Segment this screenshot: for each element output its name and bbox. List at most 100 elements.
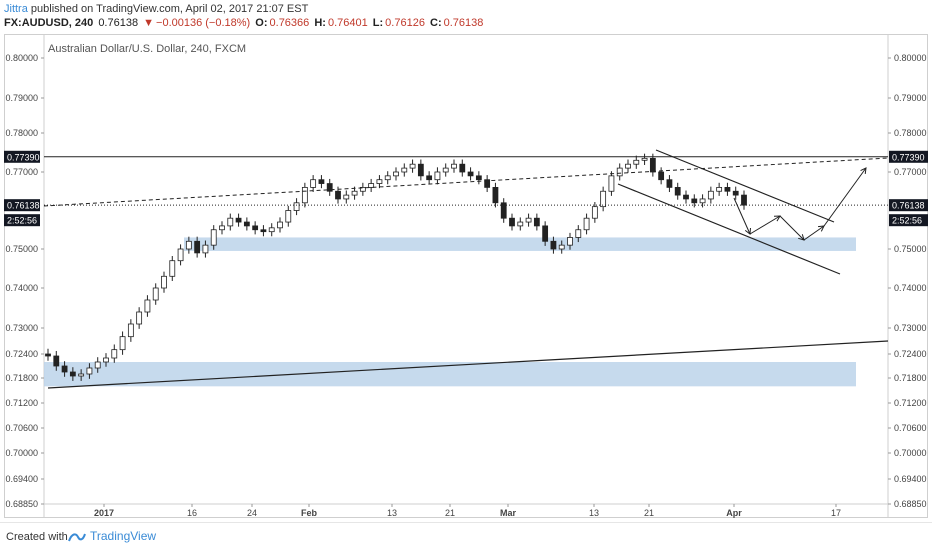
candle-body <box>384 175 391 181</box>
dashed-trendline <box>43 157 889 207</box>
y-tick-label-left: 0.74000 <box>5 283 38 293</box>
author-link[interactable]: Jittra <box>4 3 28 15</box>
tradingview-link[interactable]: TradingView <box>68 529 156 543</box>
last-price: 0.76138 <box>98 17 139 29</box>
y-tick-label-right: 0.79000 <box>894 93 927 103</box>
candle-body <box>509 217 515 227</box>
y-tick-label-right: 0.71800 <box>894 373 927 383</box>
y-tick-label-left: 0.71200 <box>5 398 38 408</box>
down-arrow-icon: ▼ <box>143 17 155 29</box>
y-tick-label-left: 0.75000 <box>5 244 38 254</box>
high-value: 0.76401 <box>327 17 368 29</box>
candle-body <box>335 190 341 200</box>
candle-body <box>293 202 300 211</box>
open-value: 0.76366 <box>269 17 310 29</box>
candle-body <box>301 186 308 204</box>
candle-body <box>616 167 623 177</box>
candle-body <box>649 157 656 173</box>
candle-body <box>94 361 101 369</box>
tradingview-logo-icon <box>68 533 86 542</box>
price-tag-left-bg <box>4 214 40 227</box>
y-tick-label-right: 0.80000 <box>894 53 927 63</box>
chart-frame[interactable]: Australian Dollar/U.S. Dollar, 240, FXCM… <box>4 34 928 518</box>
x-tick-label: 16 <box>187 508 197 518</box>
candle-body <box>442 167 449 173</box>
candle-body <box>177 248 184 262</box>
x-tick-label: 21 <box>644 508 654 518</box>
y-tick-label-left: 0.79000 <box>5 93 38 103</box>
price-tag-right: 0.76138 <box>892 201 925 211</box>
candle-body <box>194 240 201 254</box>
x-tick-label: Apr <box>726 508 742 518</box>
projection-segment <box>823 167 867 227</box>
y-tick-label-left: 0.73000 <box>5 323 38 333</box>
price-tag-left: 0.77390 <box>7 152 40 162</box>
high-label: H: <box>314 17 326 29</box>
x-tick-label: Feb <box>301 508 318 518</box>
price-chart[interactable]: Australian Dollar/U.S. Dollar, 240, FXCM… <box>4 34 928 518</box>
candle-body <box>268 227 275 233</box>
candle-body <box>185 240 192 250</box>
y-tick-label-right: 0.77000 <box>894 167 927 177</box>
candle-body <box>525 217 532 223</box>
candle-body <box>202 244 209 254</box>
candle-body <box>368 183 375 188</box>
candle-body <box>127 323 134 338</box>
y-tick-label-right: 0.71200 <box>894 398 927 408</box>
candle-body <box>45 353 51 357</box>
chart-title: Australian Dollar/U.S. Dollar, 240, FXCM <box>48 43 246 55</box>
candle-body <box>343 194 350 200</box>
candle-body <box>658 171 665 181</box>
candle-body <box>467 171 474 177</box>
y-tick-label-right: 0.73000 <box>894 323 927 333</box>
candle-body <box>583 217 590 231</box>
candle-body <box>210 229 217 246</box>
x-tick-label: 2017 <box>94 508 114 518</box>
price-tag-right-bg <box>889 214 928 227</box>
change-value: −0.00136 (−0.18%) <box>156 17 251 29</box>
candle-body <box>741 194 747 206</box>
y-tick-label-left: 0.70000 <box>5 448 38 458</box>
candle-body <box>169 260 176 277</box>
projection-segment <box>779 215 805 241</box>
y-tick-label-left: 0.80000 <box>5 53 38 63</box>
support-zone <box>184 237 856 251</box>
candle-body <box>475 175 482 181</box>
y-tick-label-right: 0.74000 <box>894 283 927 293</box>
y-tick-label-left: 0.70600 <box>5 423 38 433</box>
candle-body <box>53 355 60 367</box>
x-tick-label: 21 <box>445 508 455 518</box>
chart-border <box>4 34 928 518</box>
x-tick-label: 13 <box>387 508 397 518</box>
candle-body <box>376 179 383 184</box>
candle-body <box>426 175 433 181</box>
candle-body <box>666 179 673 188</box>
candle-body <box>318 179 325 184</box>
candle-body <box>691 198 698 204</box>
price-tag-left: 2:52:56 <box>7 216 37 226</box>
candle-body <box>119 336 126 351</box>
candle-body <box>285 210 292 223</box>
candle-body <box>641 157 648 161</box>
candle-body <box>161 275 167 289</box>
candle-body <box>393 171 399 177</box>
candle-body <box>252 225 259 231</box>
price-tag-left: 0.76138 <box>7 201 40 211</box>
candle-body <box>716 186 723 192</box>
candle-body <box>625 163 631 169</box>
candle-body <box>326 183 333 192</box>
price-tag-right-bg <box>889 199 928 212</box>
candle-body <box>152 287 159 301</box>
y-tick-label-left: 0.77000 <box>5 167 38 177</box>
price-tag-left-bg <box>4 150 40 163</box>
y-tick-label-right: 0.72400 <box>894 349 927 359</box>
candle-body <box>517 221 524 227</box>
candle-body <box>144 299 151 313</box>
candle-body <box>724 186 731 192</box>
candle-body <box>434 171 441 181</box>
y-tick-label-left: 0.68850 <box>5 499 38 509</box>
candle-body <box>732 190 739 196</box>
candle-body <box>417 163 424 177</box>
candle-body <box>111 349 118 359</box>
candle-body <box>260 229 267 233</box>
